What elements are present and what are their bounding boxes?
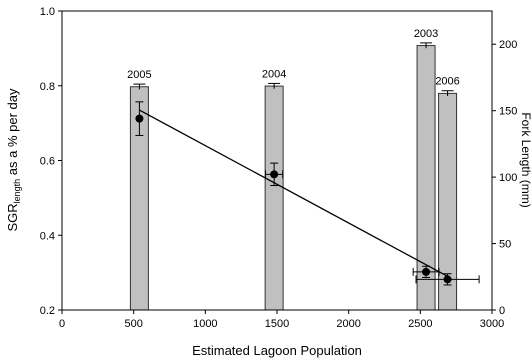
y-tick-label-4: 1.0 bbox=[40, 6, 55, 18]
y2-tick-label-100: 100 bbox=[499, 172, 517, 184]
y2-tick-label-0: 0 bbox=[499, 305, 505, 317]
data-point-3 bbox=[443, 275, 452, 284]
bar-errorbars-layer bbox=[133, 42, 454, 97]
y2-tick-label-50: 50 bbox=[499, 239, 511, 251]
x-tick-label-2500: 2500 bbox=[408, 318, 432, 330]
points-layer bbox=[135, 101, 480, 286]
data-point-1 bbox=[270, 170, 279, 179]
y-axis-title: SGRlength as a % per day bbox=[5, 88, 22, 232]
y-axis-right: 0 50 100 150 200 bbox=[492, 39, 517, 317]
y-tick-label-1: 0.4 bbox=[40, 230, 55, 242]
x-tick-label-1000: 1000 bbox=[193, 318, 217, 330]
y2-tick-label-150: 150 bbox=[499, 106, 517, 118]
bar-label-2005: 2005 bbox=[127, 69, 151, 81]
y-tick-label-3: 0.8 bbox=[40, 81, 55, 93]
bar-label-2004: 2004 bbox=[262, 68, 286, 80]
bar-year-labels: 2005 2004 2003 2006 bbox=[127, 28, 460, 88]
y-axis-title-main: SGR bbox=[5, 203, 20, 231]
y-tick-label-0: 0.2 bbox=[40, 305, 55, 317]
bar-label-2006: 2006 bbox=[435, 76, 459, 88]
x-tick-label-2000: 2000 bbox=[336, 318, 360, 330]
y2-axis-title: Fork Length (mm) bbox=[519, 112, 532, 207]
fit-line-layer bbox=[139, 109, 448, 277]
x-axis: 0 500 1000 1500 2000 2500 3000 bbox=[59, 310, 504, 330]
regression-line bbox=[139, 109, 448, 277]
y-axis-title-rest: as a % per day bbox=[5, 88, 20, 179]
data-point-2 bbox=[422, 267, 431, 276]
bars-layer bbox=[129, 45, 458, 311]
data-point-0 bbox=[135, 114, 144, 123]
y-axis-left: 0.2 0.4 0.6 0.8 1.0 bbox=[40, 6, 62, 317]
x-tick-label-0: 0 bbox=[59, 318, 65, 330]
x-tick-label-3000: 3000 bbox=[480, 318, 504, 330]
x-tick-label-1500: 1500 bbox=[265, 318, 289, 330]
y-tick-label-2: 0.6 bbox=[40, 156, 55, 168]
y2-tick-label-200: 200 bbox=[499, 39, 517, 51]
y-axis-title-sub: length bbox=[12, 179, 22, 204]
bar-label-2003: 2003 bbox=[414, 28, 438, 40]
bar-2004 bbox=[264, 85, 284, 311]
x-tick-label-500: 500 bbox=[124, 318, 142, 330]
x-axis-title: Estimated Lagoon Population bbox=[192, 343, 362, 358]
